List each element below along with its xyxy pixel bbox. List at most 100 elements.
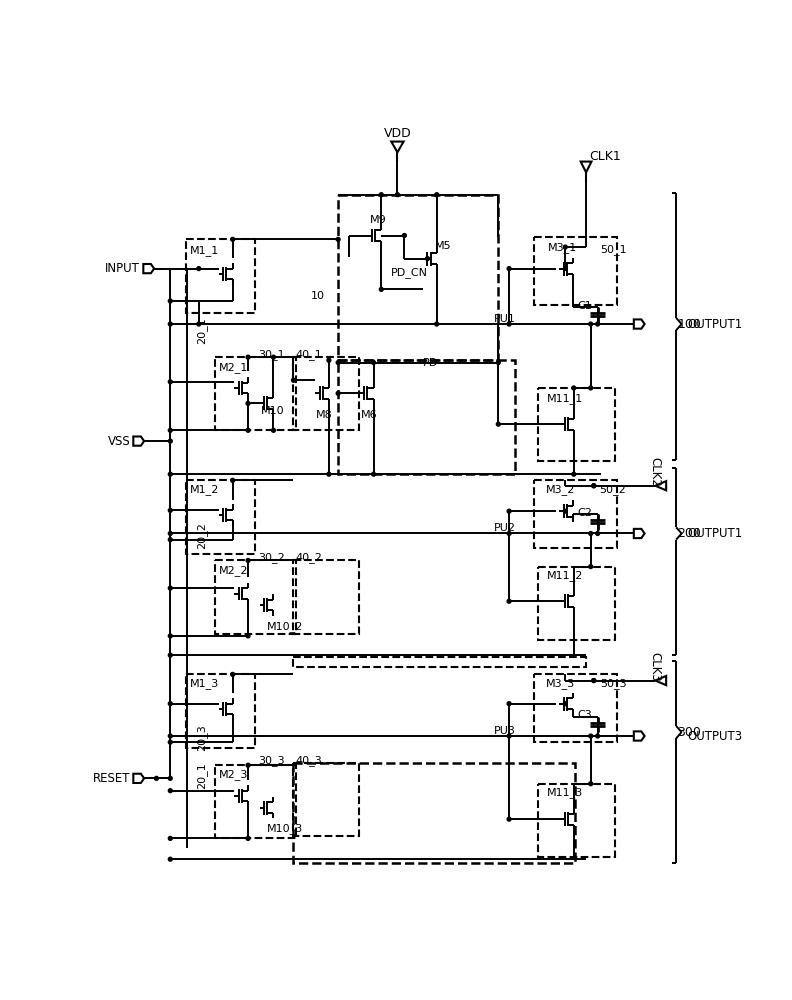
Text: M10: M10 bbox=[261, 406, 285, 416]
Circle shape bbox=[592, 679, 596, 682]
Text: 30_2: 30_2 bbox=[258, 552, 285, 563]
Circle shape bbox=[169, 428, 172, 432]
Circle shape bbox=[246, 559, 250, 562]
Text: CLK1: CLK1 bbox=[589, 150, 621, 163]
Circle shape bbox=[402, 234, 406, 237]
Circle shape bbox=[507, 322, 511, 326]
Circle shape bbox=[230, 237, 234, 241]
Circle shape bbox=[154, 776, 158, 780]
Circle shape bbox=[371, 472, 375, 476]
Circle shape bbox=[592, 484, 596, 488]
Text: 40_1: 40_1 bbox=[295, 349, 322, 360]
Bar bbox=[534, 674, 617, 742]
Circle shape bbox=[507, 734, 511, 738]
Text: M10_2: M10_2 bbox=[267, 621, 303, 632]
Bar bbox=[185, 674, 255, 748]
Circle shape bbox=[337, 391, 340, 395]
Text: M11_2: M11_2 bbox=[547, 570, 584, 581]
Bar bbox=[534, 237, 617, 305]
Circle shape bbox=[169, 634, 172, 638]
Circle shape bbox=[572, 386, 576, 390]
Circle shape bbox=[291, 378, 295, 382]
Circle shape bbox=[507, 817, 511, 821]
Circle shape bbox=[169, 586, 172, 590]
Circle shape bbox=[169, 508, 172, 512]
Text: 300: 300 bbox=[677, 726, 701, 739]
Circle shape bbox=[230, 672, 234, 676]
Circle shape bbox=[507, 599, 511, 603]
Text: M6: M6 bbox=[360, 410, 377, 420]
Polygon shape bbox=[634, 529, 645, 538]
Text: M8: M8 bbox=[316, 410, 333, 420]
Circle shape bbox=[379, 193, 383, 197]
Bar bbox=[185, 239, 255, 312]
Text: OUTPUT3: OUTPUT3 bbox=[687, 730, 743, 742]
Bar bbox=[215, 765, 295, 838]
Text: PU2: PU2 bbox=[493, 523, 516, 533]
Text: 30_3: 30_3 bbox=[259, 755, 285, 766]
Text: 10: 10 bbox=[311, 291, 326, 301]
Text: 50_3: 50_3 bbox=[600, 678, 626, 689]
Circle shape bbox=[246, 355, 250, 359]
Circle shape bbox=[596, 532, 600, 535]
Circle shape bbox=[169, 472, 172, 476]
Text: 50_1: 50_1 bbox=[600, 244, 626, 255]
Polygon shape bbox=[634, 319, 645, 329]
Text: M1_1: M1_1 bbox=[190, 245, 219, 256]
Circle shape bbox=[169, 857, 172, 861]
Text: M1_2: M1_2 bbox=[190, 484, 219, 495]
Text: 100: 100 bbox=[677, 318, 701, 331]
Text: M5: M5 bbox=[436, 241, 452, 251]
Circle shape bbox=[230, 478, 234, 482]
Circle shape bbox=[169, 740, 172, 744]
Circle shape bbox=[435, 193, 439, 197]
Circle shape bbox=[588, 386, 592, 390]
Circle shape bbox=[169, 653, 172, 657]
Bar bbox=[185, 480, 255, 554]
Circle shape bbox=[327, 358, 331, 362]
Text: 20_1: 20_1 bbox=[196, 317, 208, 344]
Text: 30_1: 30_1 bbox=[259, 349, 285, 360]
Circle shape bbox=[246, 763, 250, 767]
Text: M11_3: M11_3 bbox=[547, 788, 584, 798]
Circle shape bbox=[169, 776, 172, 780]
Text: M9: M9 bbox=[370, 215, 386, 225]
Circle shape bbox=[169, 322, 172, 326]
Circle shape bbox=[572, 472, 576, 476]
Polygon shape bbox=[634, 731, 645, 741]
Circle shape bbox=[497, 422, 501, 426]
Circle shape bbox=[169, 532, 172, 535]
Text: 20_2: 20_2 bbox=[196, 522, 208, 549]
Text: 40_2: 40_2 bbox=[295, 552, 322, 563]
Circle shape bbox=[169, 734, 172, 738]
Text: CLK2: CLK2 bbox=[649, 457, 661, 487]
Circle shape bbox=[425, 257, 429, 261]
Circle shape bbox=[497, 361, 501, 364]
Circle shape bbox=[596, 734, 600, 738]
Bar bbox=[294, 763, 574, 863]
Circle shape bbox=[246, 836, 250, 840]
Circle shape bbox=[272, 355, 276, 359]
Circle shape bbox=[272, 428, 276, 432]
Text: C2: C2 bbox=[577, 508, 592, 518]
Text: M3_3: M3_3 bbox=[546, 678, 575, 689]
Circle shape bbox=[588, 322, 592, 326]
Bar bbox=[538, 388, 615, 461]
Text: 200: 200 bbox=[677, 527, 701, 540]
Bar bbox=[215, 560, 295, 634]
Text: VSS: VSS bbox=[108, 435, 130, 448]
Circle shape bbox=[169, 439, 172, 443]
Circle shape bbox=[197, 322, 200, 326]
Circle shape bbox=[395, 193, 399, 197]
Text: OUTPUT1: OUTPUT1 bbox=[687, 318, 743, 331]
Text: RESET: RESET bbox=[93, 772, 130, 785]
Text: M11_1: M11_1 bbox=[547, 393, 584, 404]
Text: M3_1: M3_1 bbox=[548, 242, 577, 253]
Circle shape bbox=[588, 734, 592, 738]
Bar bbox=[294, 357, 359, 430]
Circle shape bbox=[327, 472, 331, 476]
Text: M2_2: M2_2 bbox=[219, 565, 248, 576]
Text: M2_3: M2_3 bbox=[219, 769, 248, 780]
Bar bbox=[294, 763, 359, 836]
Circle shape bbox=[379, 287, 383, 291]
